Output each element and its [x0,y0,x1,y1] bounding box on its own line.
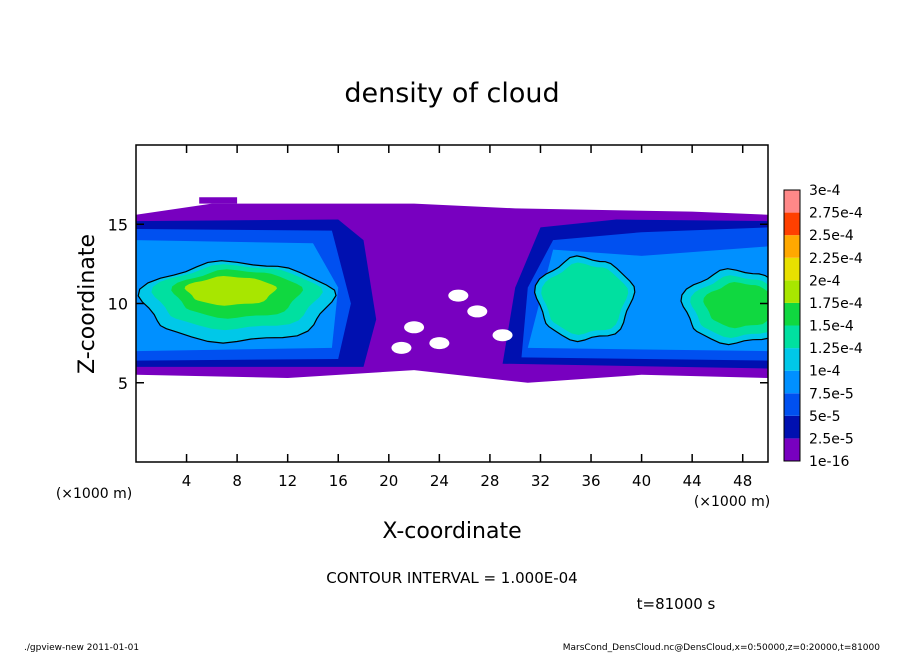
x-unit: (×1000 m) [694,494,770,510]
filled-region [184,276,277,306]
colorbar-label: 1e-4 [809,364,841,380]
gap [448,289,469,302]
x-tick-label: 12 [278,472,297,490]
colorbar-bin [784,257,800,281]
gap [492,329,513,342]
x-tick-label: 40 [632,472,651,490]
colorbar-label: 7.5e-5 [809,386,854,402]
x-tick-label: 44 [683,472,702,490]
x-tick-label: 28 [480,472,499,490]
colorbar-frame [783,189,801,462]
y-tick-label: 15 [108,215,128,234]
colorbar-bin [784,280,800,303]
contour-interval: CONTOUR INTERVAL = 1.000E-04 [326,569,577,587]
filled-region [199,197,238,204]
x-tick-label: 48 [733,472,752,490]
colorbar-bin [784,235,800,258]
x-tick-label: 32 [531,472,550,490]
filled-region [541,262,629,335]
x-tick-label: 8 [232,472,242,490]
colorbar-label: 1e-16 [809,454,849,470]
gap [404,321,425,334]
footer-right: MarsCond_DensCloud.nc@DensCloud,x=0:5000… [563,643,880,653]
time-label: t=81000 s [637,595,716,613]
colorbar-bin [784,212,800,236]
colorbar-label: 1.25e-4 [809,341,863,357]
colorbar-label: 2.25e-4 [809,251,863,267]
x-tick-label: 16 [329,472,348,490]
x-tick-label: 20 [379,472,398,490]
gap [391,341,412,354]
y-unit: (×1000 m) [56,486,132,502]
gap [467,305,488,318]
colorbar-label: 5e-5 [809,409,840,425]
colorbar-bin [784,325,800,349]
colorbar-label: 2.75e-4 [809,206,863,222]
colorbar-label: 1.75e-4 [809,296,863,312]
colorbar-label: 2.5e-4 [809,228,854,244]
colorbar-bin [784,393,800,416]
x-tick-label: 4 [182,472,192,490]
colorbar-bin [784,190,800,213]
colorbar-bin [784,415,800,439]
colorbar-bin [784,438,800,461]
colorbar-label: 1.5e-4 [809,319,854,335]
x-axis-label: X-coordinate [382,519,521,544]
colorbar-label: 2.5e-5 [809,431,854,447]
colorbar-label: 2e-4 [809,273,841,289]
y-tick-label: 5 [118,374,128,393]
filled-region [703,282,768,329]
chart-title: density of cloud [344,78,559,109]
colorbar-label: 3e-4 [809,183,841,199]
gap [429,337,450,350]
colorbar-bin [784,302,800,326]
x-tick-label: 36 [581,472,600,490]
colorbar-bin [784,370,800,394]
footer-left: ./gpview-new 2011-01-01 [24,643,139,653]
y-axis-label: Z-coordinate [75,234,100,374]
x-tick-label: 24 [430,472,449,490]
y-tick-label: 10 [108,295,128,314]
colorbar-bin [784,348,800,371]
